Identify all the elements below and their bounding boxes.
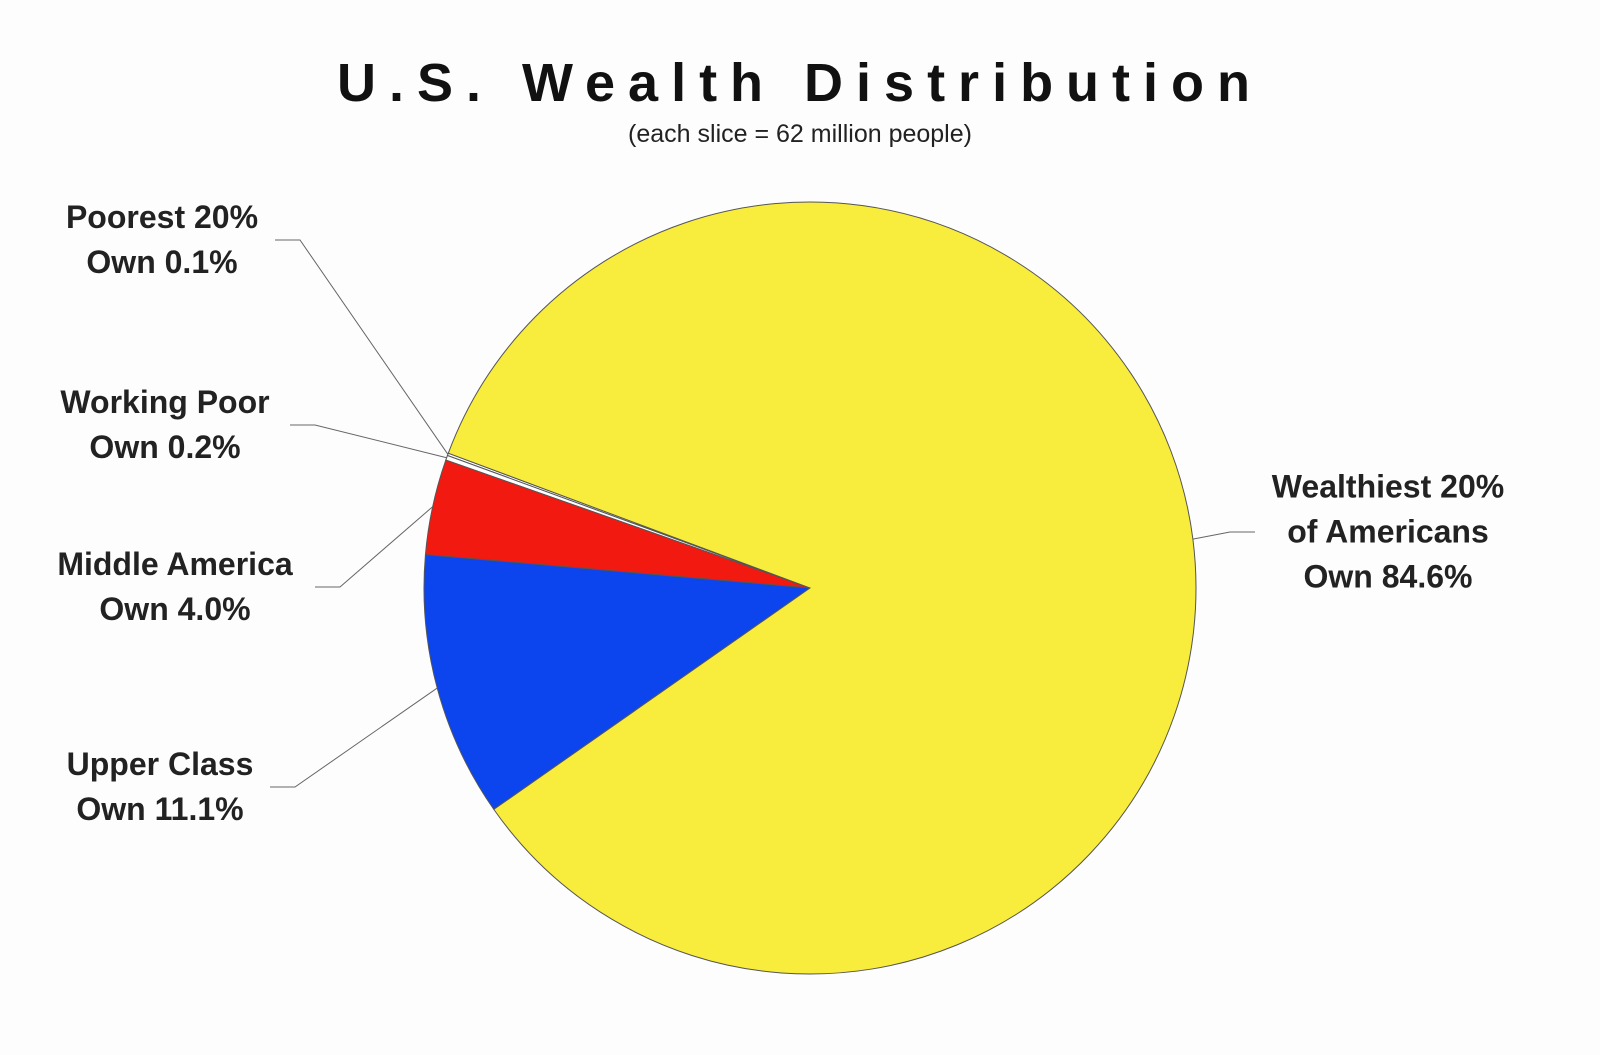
category-label: Wealthiest 20% of Americans	[1271, 468, 1505, 550]
category-label: Poorest 20%	[65, 199, 259, 235]
category-label: Middle America	[57, 546, 293, 582]
leader-line	[275, 239, 449, 455]
pie-slice	[447, 201, 1197, 975]
leader-line	[290, 424, 447, 459]
pie-slice	[423, 554, 812, 811]
leader-line	[1192, 531, 1255, 540]
value-label: Own 84.6%	[1303, 558, 1473, 595]
chart-title: U.S. Wealth Distribution	[336, 53, 1263, 113]
value-label: Own 0.2%	[89, 429, 241, 465]
value-label: Own 0.1%	[86, 244, 238, 280]
value-label: Own 4.0%	[99, 591, 251, 627]
leader-line	[315, 506, 433, 588]
leader-line	[270, 687, 438, 788]
category-label: Working Poor	[60, 384, 270, 420]
slice-label: Middle America Own 4.0%	[57, 542, 292, 632]
slice-label: Poorest 20% Own 0.1%	[66, 195, 258, 285]
slice-label: Wealthiest 20% of Americans Own 84.6%	[1253, 465, 1523, 600]
slice-label: Working Poor Own 0.2%	[60, 380, 269, 470]
category-label: Upper Class	[66, 746, 254, 782]
chart-subtitle: (each slice = 62 million people)	[628, 120, 972, 148]
slice-label: Upper Class Own 11.1%	[67, 742, 254, 832]
value-label: Own 11.1%	[76, 791, 244, 827]
